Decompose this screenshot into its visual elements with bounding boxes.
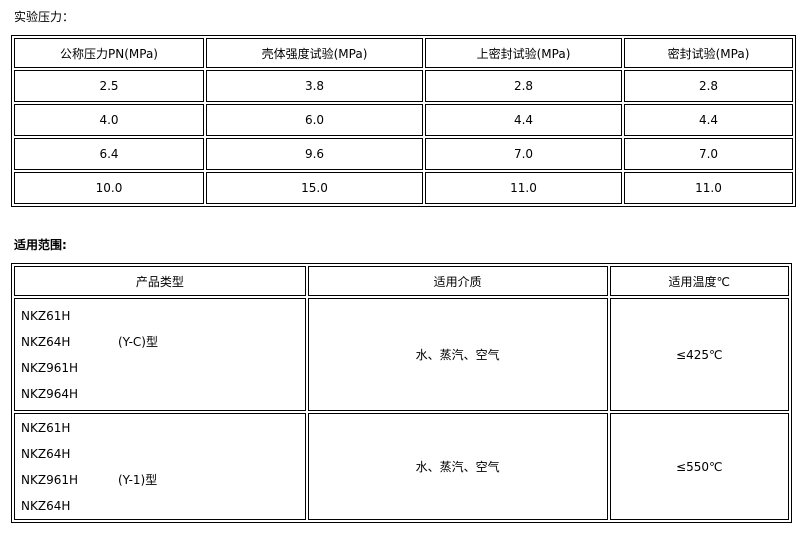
page: 实验压力： 公称压力PN(MPa) 壳体强度试验(MPa) 上密封试验(MPa)… [11, 10, 796, 523]
table-row: 10.0 15.0 11.0 11.0 [14, 172, 793, 204]
section-title-application-range: 适用范围: [14, 238, 67, 252]
table-cell: 4.0 [14, 104, 204, 136]
table-cell: 7.0 [425, 138, 622, 170]
medium-cell: 水、蒸汽、空气 [307, 298, 608, 411]
product-line: NKZ61H [21, 303, 305, 329]
column-header-nominal-pressure: 公称压力PN(MPa) [14, 38, 204, 68]
temperature-cell: ≤425℃ [609, 298, 789, 411]
column-header-seal-test: 密封试验(MPa) [624, 38, 793, 68]
table-row: 2.5 3.8 2.8 2.8 [14, 70, 793, 102]
product-code: NKZ961H [21, 360, 78, 375]
product-code: NKZ61H [21, 420, 71, 435]
table-cell: 9.6 [206, 138, 423, 170]
table-cell: 2.5 [14, 70, 204, 102]
product-code: NKZ964H [21, 386, 78, 401]
table-cell: 4.4 [425, 104, 622, 136]
product-code: NKZ64H [21, 446, 71, 461]
product-line: NKZ964H [21, 381, 305, 407]
temperature-cell: ≤550℃ [609, 413, 789, 520]
product-type-cell: NKZ61H NKZ64H (Y-C)型 NKZ961H NKZ964H [14, 298, 306, 411]
column-header-applicable-temperature: 适用温度℃ [609, 266, 789, 296]
product-line: NKZ61H [21, 415, 305, 441]
product-type-cell: NKZ61H NKZ64H NKZ961H (Y-1)型 NKZ64H [14, 413, 306, 520]
column-header-product-type: 产品类型 [14, 266, 306, 296]
product-type-label: (Y-C)型 [118, 334, 158, 349]
column-header-upper-seal-test: 上密封试验(MPa) [425, 38, 622, 68]
table-cell: 6.4 [14, 138, 204, 170]
range-header-row: 产品类型 适用介质 适用温度℃ [14, 266, 789, 296]
table-cell: 15.0 [206, 172, 423, 204]
table-cell: 7.0 [624, 138, 793, 170]
medium-cell: 水、蒸汽、空气 [307, 413, 608, 520]
table-row: NKZ61H NKZ64H NKZ961H (Y-1)型 NKZ64H 水、蒸汽、… [14, 413, 789, 520]
pressure-header-row: 公称压力PN(MPa) 壳体强度试验(MPa) 上密封试验(MPa) 密封试验(… [14, 38, 793, 68]
product-line: NKZ961H [21, 355, 305, 381]
product-line: NKZ64H [21, 441, 305, 467]
table-row: 4.0 6.0 4.4 4.4 [14, 104, 793, 136]
product-code: NKZ61H [21, 308, 71, 323]
table-cell: 6.0 [206, 104, 423, 136]
column-header-applicable-medium: 适用介质 [307, 266, 608, 296]
test-pressure-table: 公称压力PN(MPa) 壳体强度试验(MPa) 上密封试验(MPa) 密封试验(… [11, 35, 796, 207]
product-line: NKZ961H (Y-1)型 [21, 467, 305, 493]
column-header-shell-strength-test: 壳体强度试验(MPa) [206, 38, 423, 68]
product-code: NKZ961H [21, 472, 78, 487]
table-cell: 4.4 [624, 104, 793, 136]
product-type-label: (Y-1)型 [118, 472, 158, 487]
table-cell: 11.0 [425, 172, 622, 204]
table-row: 6.4 9.6 7.0 7.0 [14, 138, 793, 170]
table-cell: 2.8 [425, 70, 622, 102]
product-line: NKZ64H (Y-C)型 [21, 329, 305, 355]
table-cell: 10.0 [14, 172, 204, 204]
table-cell: 11.0 [624, 172, 793, 204]
product-code: NKZ64H [21, 334, 71, 349]
application-range-table: 产品类型 适用介质 适用温度℃ NKZ61H NKZ64H (Y-C)型 NKZ9… [11, 263, 792, 523]
product-code: NKZ64H [21, 498, 71, 513]
product-line: NKZ64H [21, 493, 305, 519]
table-row: NKZ61H NKZ64H (Y-C)型 NKZ961H NKZ964H 水、蒸汽… [14, 298, 789, 411]
section-title-test-pressure: 实验压力： [14, 10, 75, 24]
table-cell: 3.8 [206, 70, 423, 102]
table-cell: 2.8 [624, 70, 793, 102]
